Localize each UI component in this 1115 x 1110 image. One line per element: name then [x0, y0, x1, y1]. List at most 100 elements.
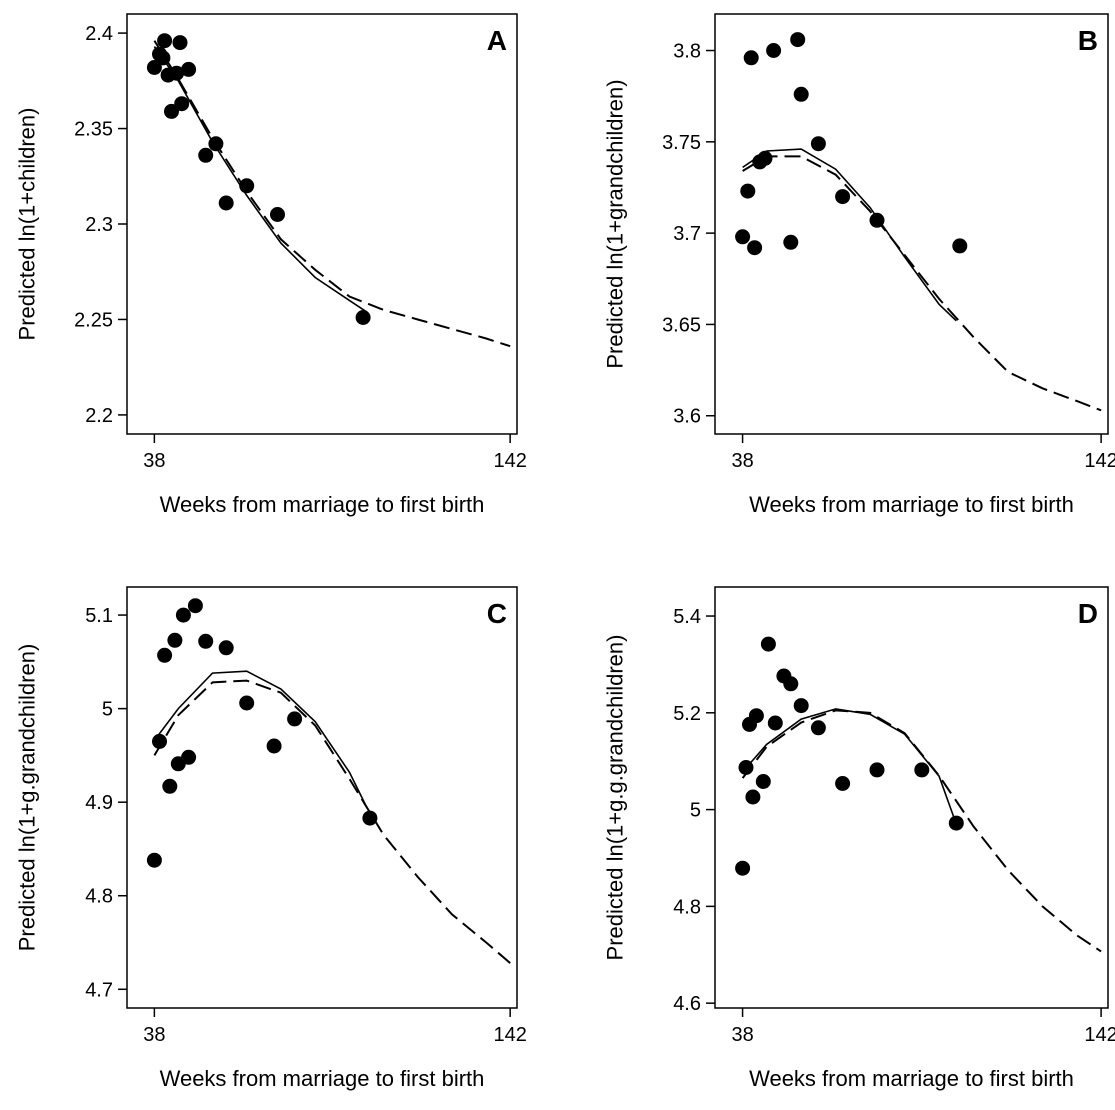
fit-line-dashed [741, 709, 1102, 953]
y-tick-label: 3.8 [673, 41, 701, 63]
data-point [835, 776, 851, 791]
x-axis-title: Weeks from marriage to first birth [749, 1066, 1074, 1091]
x-tick-label: 38 [143, 450, 165, 472]
panel-b: 3.6 3.65 3.7 3.75 3.8 38 142 Weeks from marriag… [603, 13, 1115, 517]
panel-letter: B [1078, 25, 1098, 56]
x-tick-label: 38 [731, 450, 753, 472]
y-tick-label: 2.35 [74, 119, 113, 141]
y-tick-label: 4.8 [85, 886, 113, 908]
data-point [783, 676, 799, 692]
data-point [208, 136, 224, 152]
data-point [181, 61, 197, 77]
data-point [146, 60, 162, 75]
data-point [745, 789, 761, 805]
data-point [790, 32, 806, 48]
panel-letter: A [487, 25, 507, 56]
data-point [748, 708, 764, 724]
y-axis-title: Predicted ln(1+g.g.grandchildren) [603, 635, 628, 961]
y-tick-label: 5.2 [673, 703, 701, 725]
data-point [738, 760, 754, 775]
x-tick-label: 142 [1084, 1024, 1115, 1046]
data-point [270, 207, 285, 222]
data-point [783, 234, 799, 250]
panel-a: 2.2 2.25 2.3 2.35 2.4 38 142 Weeks from marriag… [15, 13, 527, 517]
x-tick-label: 38 [731, 1024, 753, 1046]
y-tick-label: 4.7 [85, 979, 113, 1001]
x-axis-title: Weeks from marriage to first birth [160, 492, 485, 517]
data-point [167, 632, 183, 648]
plot-frame [126, 13, 518, 435]
data-point [157, 33, 173, 49]
data-point [355, 310, 371, 325]
data-point [869, 762, 885, 778]
data-point [287, 711, 303, 727]
x-tick-label: 142 [493, 1024, 526, 1046]
y-tick-label: 2.3 [85, 214, 113, 236]
y-tick-label: 3.65 [662, 314, 701, 336]
data-point [164, 103, 179, 119]
y-tick-label: 4.6 [673, 993, 701, 1015]
data-point [835, 189, 851, 205]
fit-line-dashed [742, 155, 1102, 412]
y-tick-label: 3.7 [673, 223, 701, 245]
data-point [146, 852, 162, 868]
y-tick-label: 5.4 [673, 606, 701, 628]
y-tick-label: 5.1 [85, 605, 113, 627]
data-point [181, 749, 197, 765]
data-point [198, 633, 214, 649]
data-point [743, 50, 759, 66]
data-point [793, 86, 809, 102]
data-point [793, 698, 809, 714]
y-tick-label: 2.2 [85, 405, 113, 427]
x-axis-title: Weeks from marriage to first birth [749, 492, 1074, 517]
panel-c: 4.7 4.8 4.9 5 5.1 38 142 Weeks from marriage to… [15, 586, 527, 1091]
data-point [152, 733, 167, 749]
data-point [169, 65, 185, 81]
y-tick-label: 5 [690, 800, 701, 822]
data-point [239, 695, 255, 711]
data-point [952, 238, 968, 254]
data-point [162, 778, 178, 794]
y-axis-title: Predicted ln(1+grandchildren) [603, 79, 628, 368]
data-point [760, 636, 776, 652]
plot-frame [714, 586, 1109, 1009]
y-tick-label: 4.8 [673, 896, 701, 918]
data-point [218, 195, 234, 211]
y-tick-label: 2.25 [74, 309, 113, 331]
data-point [757, 150, 773, 166]
fit-line-solid [153, 46, 367, 313]
plot-frame [714, 13, 1109, 435]
data-point [948, 815, 964, 831]
x-tick-label: 38 [143, 1024, 165, 1046]
panel-letter: C [487, 598, 507, 629]
x-tick-label: 142 [1084, 450, 1115, 472]
panel-d: 4.6 4.8 5 5.2 5.4 38 142 Weeks from marriage to… [603, 586, 1115, 1091]
data-point [362, 810, 378, 826]
data-point [187, 598, 203, 614]
data-point [747, 240, 763, 256]
data-point [740, 183, 756, 199]
y-axis-title: Predicted ln(1+g.grandchildren) [15, 644, 40, 952]
data-point [914, 762, 930, 778]
data-point [810, 720, 826, 736]
y-tick-label: 2.4 [85, 23, 113, 45]
data-point [755, 774, 771, 789]
y-tick-label: 3.75 [662, 132, 701, 154]
data-point [735, 229, 751, 245]
y-tick-label: 4.9 [85, 792, 113, 814]
y-tick-label: 3.6 [673, 406, 701, 428]
data-point [767, 715, 783, 731]
data-point [157, 647, 173, 663]
data-point [155, 50, 171, 66]
plot-frame [126, 586, 518, 1009]
fit-line-solid [153, 670, 368, 808]
y-axis-title: Predicted ln(1+children) [15, 108, 40, 341]
data-point [810, 136, 826, 152]
x-axis-title: Weeks from marriage to first birth [160, 1066, 485, 1091]
data-point [172, 35, 188, 51]
x-tick-label: 142 [493, 450, 526, 472]
data-point [869, 212, 885, 228]
data-point [174, 96, 190, 112]
fit-line-dashed [153, 679, 511, 964]
